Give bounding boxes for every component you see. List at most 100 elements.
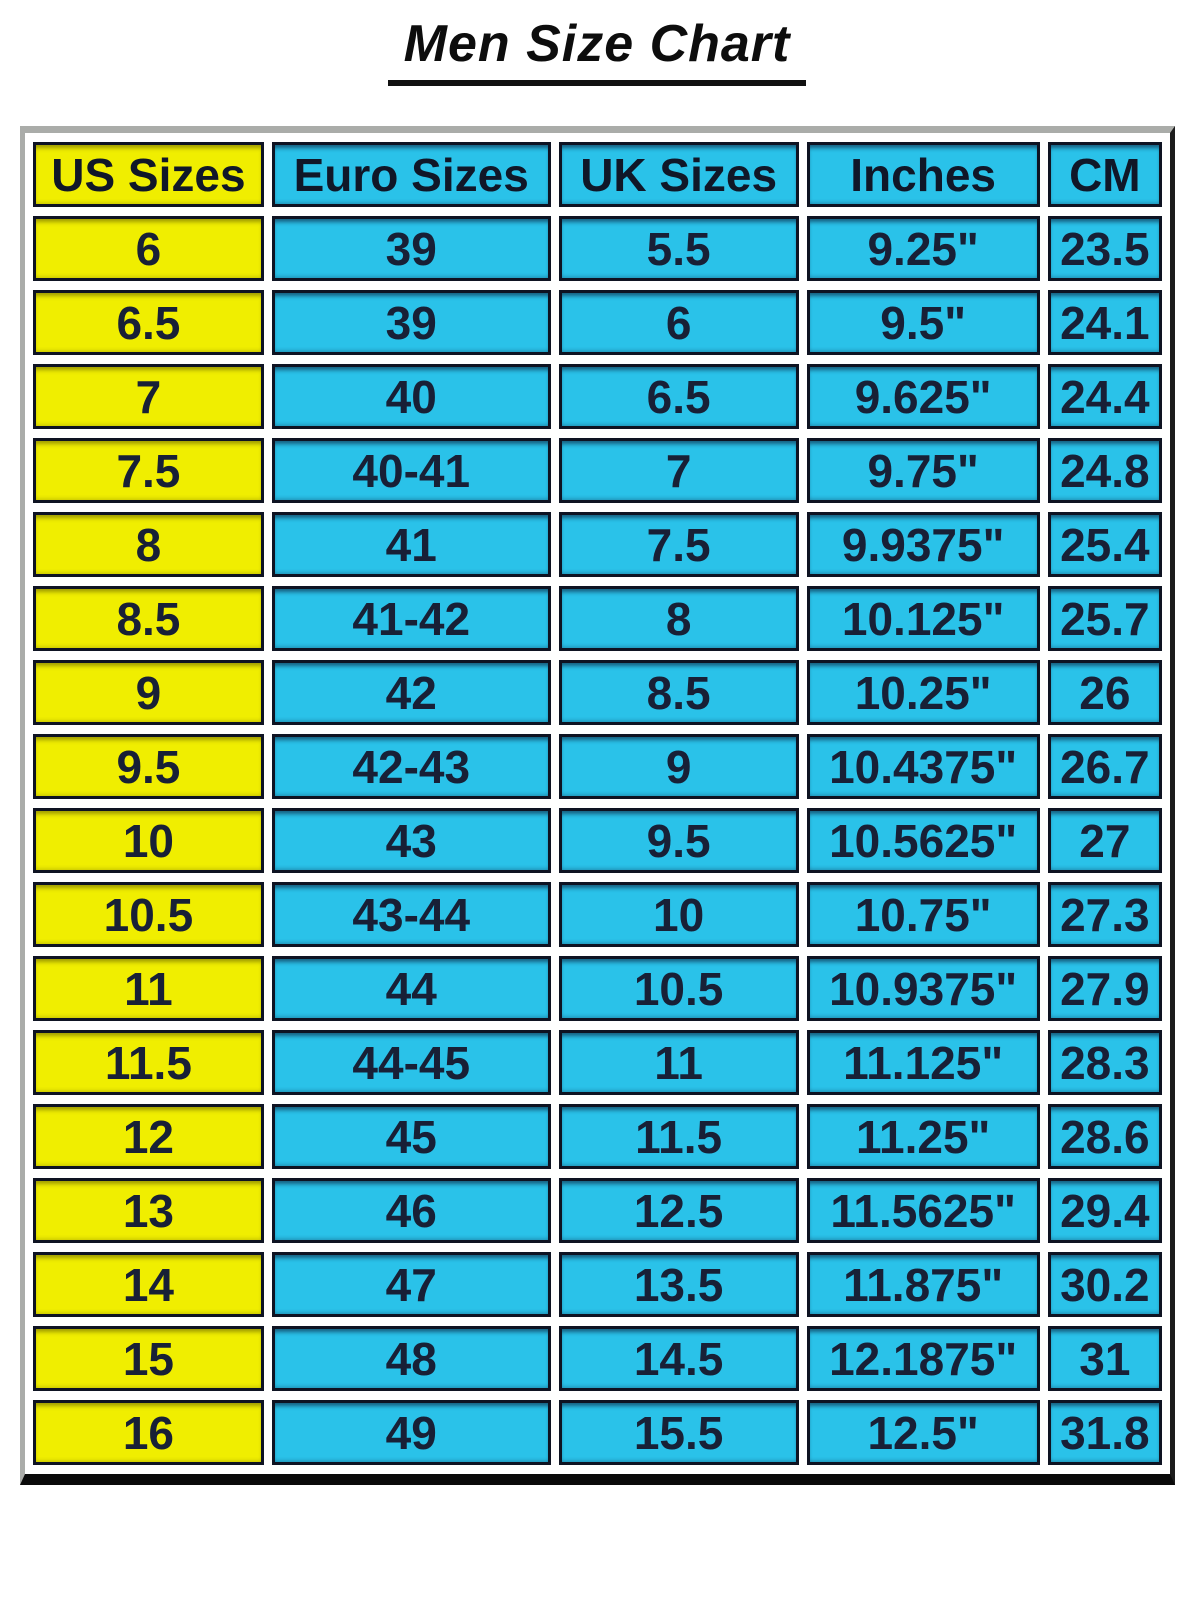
table-cell: 28.6 xyxy=(1047,1104,1162,1169)
table-row: 10.5 43-44 10 10.75" 27.3 xyxy=(33,882,1162,947)
table-row: 11 44 10.5 10.9375" 27.9 xyxy=(33,956,1162,1021)
table-row: 7 40 6.5 9.625" 24.4 xyxy=(33,364,1162,429)
table-cell: 6.5 xyxy=(558,364,799,429)
header-cell-inches: Inches xyxy=(806,142,1040,207)
table-cell: 12.5" xyxy=(806,1400,1040,1465)
table-cell: 8.5 xyxy=(558,660,799,725)
table-cell: 10.5 xyxy=(558,956,799,1021)
table-row: 14 47 13.5 11.875" 30.2 xyxy=(33,1252,1162,1317)
table-cell: 9 xyxy=(558,734,799,799)
table-cell: 10.25" xyxy=(806,660,1040,725)
table-cell: 46 xyxy=(271,1178,551,1243)
table-cell: 7 xyxy=(558,438,799,503)
table-cell: 49 xyxy=(271,1400,551,1465)
table-cell: 39 xyxy=(271,216,551,281)
table-cell: 10.5 xyxy=(33,882,264,947)
page-title: Men Size Chart xyxy=(387,14,807,86)
table-cell: 13 xyxy=(33,1178,264,1243)
table-cell: 31.8 xyxy=(1047,1400,1162,1465)
table-cell: 11.5 xyxy=(33,1030,264,1095)
table-cell: 24.8 xyxy=(1047,438,1162,503)
table-cell: 47 xyxy=(271,1252,551,1317)
table-cell: 24.4 xyxy=(1047,364,1162,429)
table-row: 13 46 12.5 11.5625" 29.4 xyxy=(33,1178,1162,1243)
table-cell: 5.5 xyxy=(558,216,799,281)
table-cell: 45 xyxy=(271,1104,551,1169)
table-cell: 11.25" xyxy=(806,1104,1040,1169)
table-cell: 10.9375" xyxy=(806,956,1040,1021)
table-cell: 7.5 xyxy=(558,512,799,577)
table-cell: 9.5 xyxy=(558,808,799,873)
table-cell: 41 xyxy=(271,512,551,577)
table-cell: 27 xyxy=(1047,808,1162,873)
table-cell: 8.5 xyxy=(33,586,264,651)
table-cell: 24.1 xyxy=(1047,290,1162,355)
table-row: 10 43 9.5 10.5625" 27 xyxy=(33,808,1162,873)
table-row: 15 48 14.5 12.1875" 31 xyxy=(33,1326,1162,1391)
table-cell: 14.5 xyxy=(558,1326,799,1391)
table-cell: 11.125" xyxy=(806,1030,1040,1095)
table-cell: 12 xyxy=(33,1104,264,1169)
table-cell: 15 xyxy=(33,1326,264,1391)
table-cell: 43-44 xyxy=(271,882,551,947)
table-cell: 10.4375" xyxy=(806,734,1040,799)
header-cell-cm: CM xyxy=(1047,142,1162,207)
header-cell-us-sizes: US Sizes xyxy=(33,142,264,207)
table-cell: 7.5 xyxy=(33,438,264,503)
table-cell: 16 xyxy=(33,1400,264,1465)
table-row: 8.5 41-42 8 10.125" 25.7 xyxy=(33,586,1162,651)
table-cell: 11.5625" xyxy=(806,1178,1040,1243)
table-cell: 9.5" xyxy=(806,290,1040,355)
table-row: 12 45 11.5 11.25" 28.6 xyxy=(33,1104,1162,1169)
size-chart-frame: US Sizes Euro Sizes UK Sizes Inches CM 6 39 5.… xyxy=(20,126,1175,1485)
size-chart-table: US Sizes Euro Sizes UK Sizes Inches CM 6 39 5.… xyxy=(25,133,1170,1474)
table-cell: 9.5 xyxy=(33,734,264,799)
table-cell: 40 xyxy=(271,364,551,429)
table-cell: 23.5 xyxy=(1047,216,1162,281)
table-cell: 31 xyxy=(1047,1326,1162,1391)
table-cell: 11 xyxy=(33,956,264,1021)
table-cell: 10 xyxy=(558,882,799,947)
table-cell: 42-43 xyxy=(271,734,551,799)
table-cell: 40-41 xyxy=(271,438,551,503)
table-body: 6 39 5.5 9.25" 23.5 6.5 39 6 9.5" 24.1 7 40 6.5 9.625… xyxy=(33,216,1162,1465)
table-row: 9.5 42-43 9 10.4375" 26.7 xyxy=(33,734,1162,799)
table-cell: 39 xyxy=(271,290,551,355)
table-cell: 28.3 xyxy=(1047,1030,1162,1095)
table-cell: 27.9 xyxy=(1047,956,1162,1021)
table-cell: 11 xyxy=(558,1030,799,1095)
table-cell: 25.7 xyxy=(1047,586,1162,651)
table-cell: 15.5 xyxy=(558,1400,799,1465)
table-cell: 8 xyxy=(33,512,264,577)
table-cell: 10.75" xyxy=(806,882,1040,947)
table-cell: 44-45 xyxy=(271,1030,551,1095)
table-cell: 11.875" xyxy=(806,1252,1040,1317)
table-row: 6 39 5.5 9.25" 23.5 xyxy=(33,216,1162,281)
table-cell: 29.4 xyxy=(1047,1178,1162,1243)
table-cell: 14 xyxy=(33,1252,264,1317)
table-cell: 7 xyxy=(33,364,264,429)
table-cell: 42 xyxy=(271,660,551,725)
table-cell: 41-42 xyxy=(271,586,551,651)
table-cell: 8 xyxy=(558,586,799,651)
table-cell: 26.7 xyxy=(1047,734,1162,799)
table-row: 8 41 7.5 9.9375" 25.4 xyxy=(33,512,1162,577)
table-cell: 48 xyxy=(271,1326,551,1391)
header-cell-euro-sizes: Euro Sizes xyxy=(271,142,551,207)
table-row: 6.5 39 6 9.5" 24.1 xyxy=(33,290,1162,355)
table-cell: 9.625" xyxy=(806,364,1040,429)
table-cell: 10 xyxy=(33,808,264,873)
table-row: 16 49 15.5 12.5" 31.8 xyxy=(33,1400,1162,1465)
table-cell: 9.9375" xyxy=(806,512,1040,577)
table-cell: 10.125" xyxy=(806,586,1040,651)
table-cell: 26 xyxy=(1047,660,1162,725)
table-cell: 6 xyxy=(558,290,799,355)
table-cell: 27.3 xyxy=(1047,882,1162,947)
table-cell: 25.4 xyxy=(1047,512,1162,577)
table-cell: 30.2 xyxy=(1047,1252,1162,1317)
table-cell: 9 xyxy=(33,660,264,725)
table-row: 9 42 8.5 10.25" 26 xyxy=(33,660,1162,725)
table-row: 7.5 40-41 7 9.75" 24.8 xyxy=(33,438,1162,503)
table-cell: 12.5 xyxy=(558,1178,799,1243)
table-cell: 6.5 xyxy=(33,290,264,355)
